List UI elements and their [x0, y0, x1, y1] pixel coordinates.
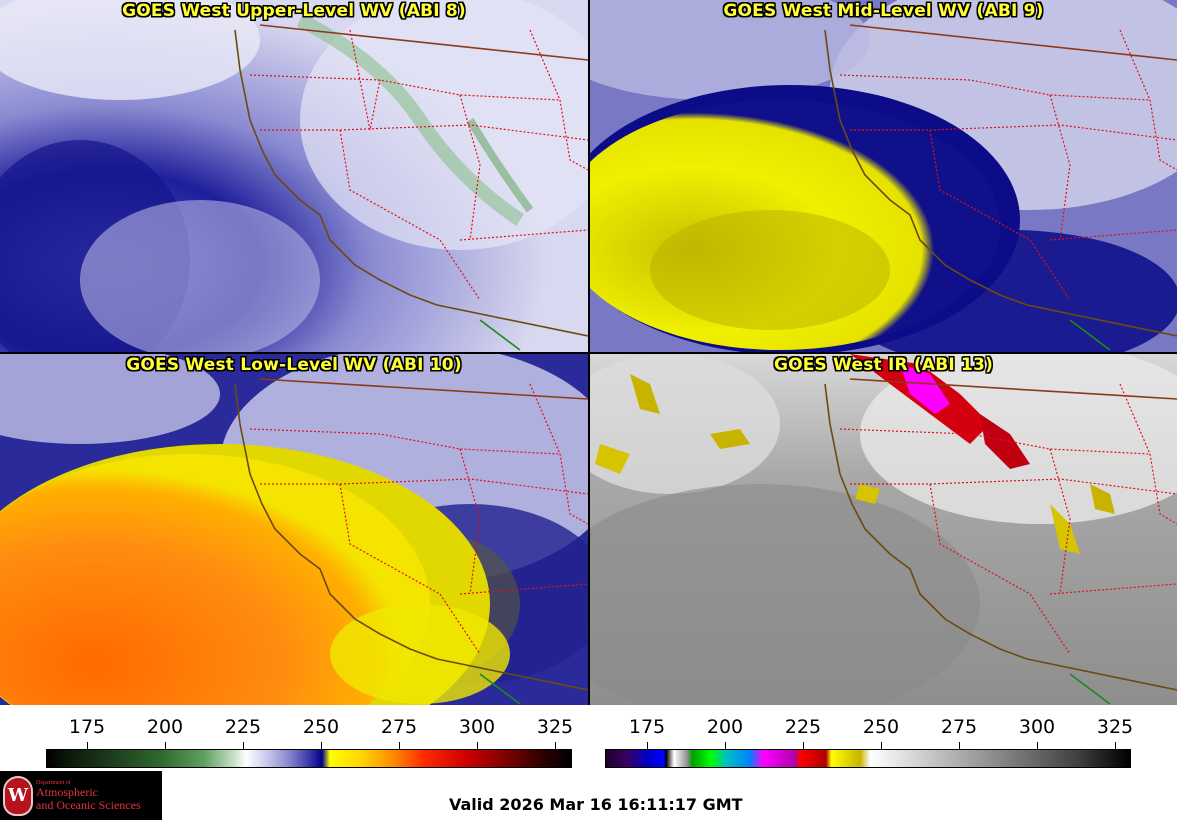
- ir-tick-mark: [1115, 742, 1116, 749]
- wv-colorbar: [46, 749, 572, 768]
- ir-tick-mark: [959, 742, 960, 749]
- ir-colorbar: [605, 749, 1131, 768]
- panel-low-level-wv: GOES West Low-Level WV (ABI 10): [0, 354, 588, 705]
- wv-tick-label: 275: [380, 716, 418, 738]
- wv-tick-mark: [555, 742, 556, 749]
- ir-tick-mark: [647, 742, 648, 749]
- wv-tick-mark: [165, 742, 166, 749]
- wv-tick-mark: [399, 742, 400, 749]
- wv-tick-label: 250: [302, 716, 340, 738]
- mid-level-wv-image: [590, 0, 1177, 352]
- upper-level-wv-image: [0, 0, 588, 352]
- ir-tick-label: 300: [1018, 716, 1056, 738]
- ir-tick-mark: [1037, 742, 1038, 749]
- uw-seal-icon: W: [3, 775, 33, 816]
- logo-line-2: and Oceanic Sciences: [36, 797, 141, 812]
- low-level-wv-image: [0, 354, 588, 705]
- wv-tick-label: 175: [68, 716, 106, 738]
- ir-tick-mark: [881, 742, 882, 749]
- logo-text: Department of Atmospheric and Oceanic Sc…: [36, 780, 141, 811]
- logo-department-label: Department of: [36, 779, 71, 786]
- wv-tick-label: 200: [146, 716, 184, 738]
- panel-mid-level-wv: GOES West Mid-Level WV (ABI 9): [590, 0, 1177, 352]
- ir-tick-label: 275: [940, 716, 978, 738]
- ir-tick-label: 175: [628, 716, 666, 738]
- valid-time-label: Valid 2026 Mar 16 16:11:17 GMT: [449, 795, 743, 814]
- wv-tick-label: 300: [458, 716, 496, 738]
- ir-tick-label: 225: [784, 716, 822, 738]
- wv-tick-mark: [243, 742, 244, 749]
- logo-line-1: Atmospheric: [36, 785, 98, 800]
- wv-tick-mark: [477, 742, 478, 749]
- wv-tick-label: 325: [536, 716, 574, 738]
- panel-upper-level-wv: GOES West Upper-Level WV (ABI 8): [0, 0, 588, 352]
- ir-tick-label: 200: [706, 716, 744, 738]
- ir-tick-label: 325: [1096, 716, 1134, 738]
- wv-tick-mark: [321, 742, 322, 749]
- wv-tick-mark: [87, 742, 88, 749]
- panel-divider-horizontal: [0, 352, 1177, 354]
- panel-ir: GOES West IR (ABI 13): [590, 354, 1177, 705]
- ir-tick-mark: [725, 742, 726, 749]
- ir-tick-mark: [803, 742, 804, 749]
- ir-image: [590, 354, 1177, 705]
- aos-logo: W Department of Atmospheric and Oceanic …: [0, 771, 162, 820]
- ir-tick-label: 250: [862, 716, 900, 738]
- wv-tick-label: 225: [224, 716, 262, 738]
